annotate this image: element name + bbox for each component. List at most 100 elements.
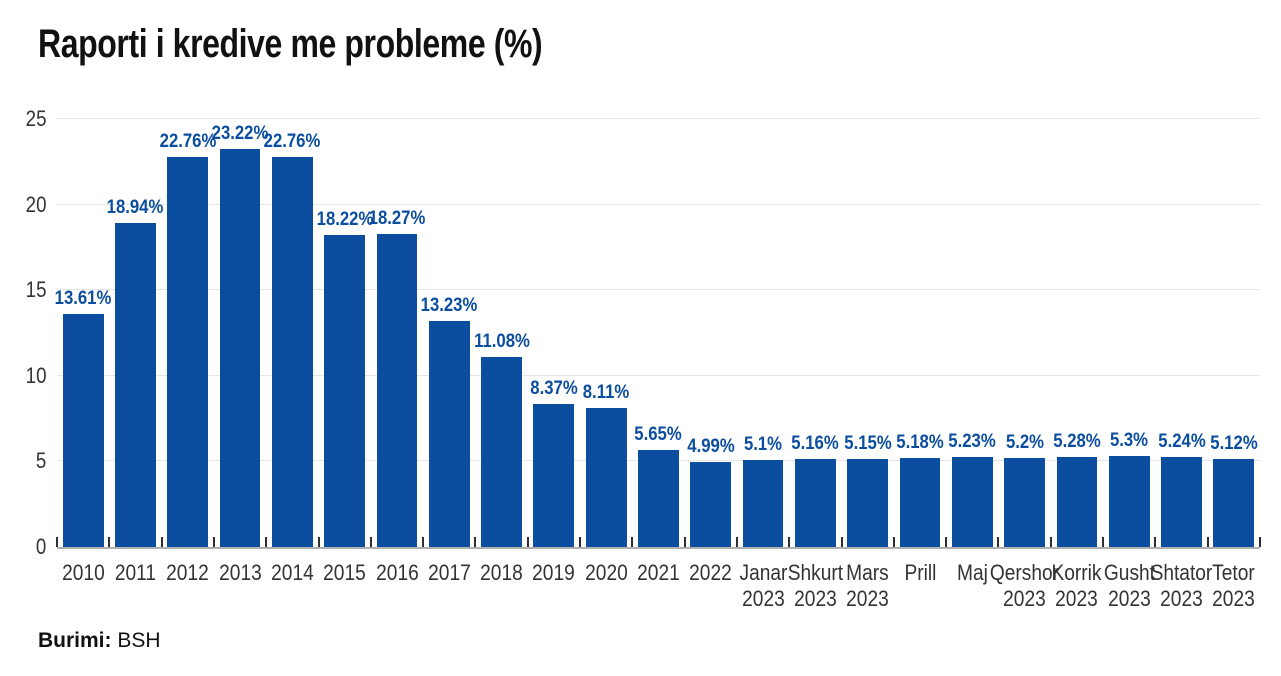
bar-value-label: 18.22% [316,209,374,231]
bar-slot: 5.3% Gusht 2023 [1103,119,1155,611]
bar-value-label: 5.28% [1053,430,1101,452]
bar-slot: 4.99% 2022 [685,119,737,585]
plot-area: 13.61% 2010 18.94% 2011 22.76% 2012 23.22% 2013… [54,118,1261,611]
bar [847,458,889,547]
bar-slot: 13.61% 2010 [54,119,112,586]
bar [638,450,679,547]
bar-value-label: 4.99% [687,435,735,457]
bar-value-label: 5.12% [1210,433,1258,455]
y-axis-label: 20 [25,191,46,217]
x-axis-label: Qershor 2023 [990,560,1060,611]
source-note: Burimi: BSH [38,629,161,653]
x-axis-label: 2019 [532,560,576,585]
bar-value-label: 13.61% [54,288,112,309]
x-axis-label: 2013 [218,560,262,585]
bar-slot: 5.28% Korrik 2023 [1051,119,1103,611]
bar-slot: 5.1% Janar 2023 [737,119,789,611]
bar-value-label: 5.65% [634,424,683,446]
bar-slot: 5.15% Mars 2023 [842,119,894,611]
bar [481,357,522,547]
x-axis-label: Maj [956,560,988,585]
bar-value-label: 13.23% [420,294,478,316]
bar-slot: 5.23% Maj [946,119,998,585]
bar [951,457,993,547]
x-axis-label: 2018 [480,560,523,585]
bar-value-label: 18.94% [107,196,164,218]
bar [1213,459,1255,547]
axis-tick [160,537,163,547]
axis-tick [526,537,529,547]
bar-slot: 13.23% 2017 [420,119,478,585]
x-axis-line [57,547,1260,549]
y-axis-label: 0 [35,534,46,559]
x-axis-label: 2017 [427,560,471,585]
x-axis-label: 2012 [166,560,210,585]
bar [271,157,313,547]
bar [742,459,784,547]
bar-value-label: 5.3% [1110,430,1149,452]
bar-slot: 11.08% 2018 [473,119,530,585]
bar [795,458,836,547]
axis-tick [1154,537,1157,547]
x-axis-label: Prill [904,560,936,585]
bar-value-label: 5.2% [1005,431,1044,453]
bar [219,149,261,547]
gridline [57,374,1260,376]
bar-slot: 22.76% 2014 [263,119,321,585]
bar-value-label: 5.23% [948,431,997,453]
x-axis-label: Korrik 2023 [1051,560,1102,611]
x-axis-label: Gusht 2023 [1103,560,1155,611]
bar-value-label: 5.1% [744,433,783,455]
bar [376,234,418,547]
axis-tick [735,537,738,547]
bar [115,222,156,547]
axis-tick [1102,537,1105,547]
axis-tick [474,537,477,547]
x-axis-label: 2021 [637,560,680,585]
bar-value-label: 5.18% [896,432,944,454]
bar [324,235,366,547]
axis-tick [56,537,58,547]
bar-value-label: 22.76% [159,131,217,153]
axis-tick [422,537,425,547]
x-axis-label: 2020 [584,560,628,585]
bar-slot: 8.11% 2020 [580,119,632,585]
bar-value-label: 22.76% [263,131,321,153]
axis-tick [892,537,895,547]
x-axis-label: 2015 [323,560,366,585]
bar-value-label: 5.15% [843,432,892,454]
axis-tick [1049,537,1052,547]
bar-slot: 23.22% 2013 [212,119,269,585]
bar-slot: 5.2% Qershor 2023 [990,119,1059,611]
axis-tick [1206,537,1209,547]
gridline [57,203,1260,205]
bar [899,458,941,547]
x-axis-label: 2014 [271,560,314,585]
axis-tick [317,537,320,547]
bar-slot: 5.65% 2021 [632,119,684,585]
source-value: BSH [117,629,161,652]
bar [167,157,209,547]
bar [533,403,575,547]
axis-tick [212,537,215,547]
bar-slot: 18.22% 2015 [316,119,374,585]
bar [690,461,732,547]
bar-value-label: 11.08% [473,331,530,353]
y-axis: 0 5 10 15 20 25 [0,108,46,558]
axis-tick [945,537,948,547]
y-axis-label: 15 [25,277,46,303]
bar [62,314,104,547]
bar-slot: 18.27% 2016 [369,119,426,585]
x-axis-label: Janar 2023 [739,560,788,611]
bar [1004,457,1045,547]
x-axis-label: Shtator 2023 [1150,560,1213,611]
x-axis-label: 2016 [375,560,419,585]
x-axis-label: 2011 [114,560,157,585]
gridline [57,118,1260,119]
axis-tick [579,537,582,547]
x-axis-label: Mars 2023 [846,560,890,611]
bar [1056,456,1098,547]
bar [1161,457,1202,547]
bar-value-label: 5.16% [791,432,840,454]
